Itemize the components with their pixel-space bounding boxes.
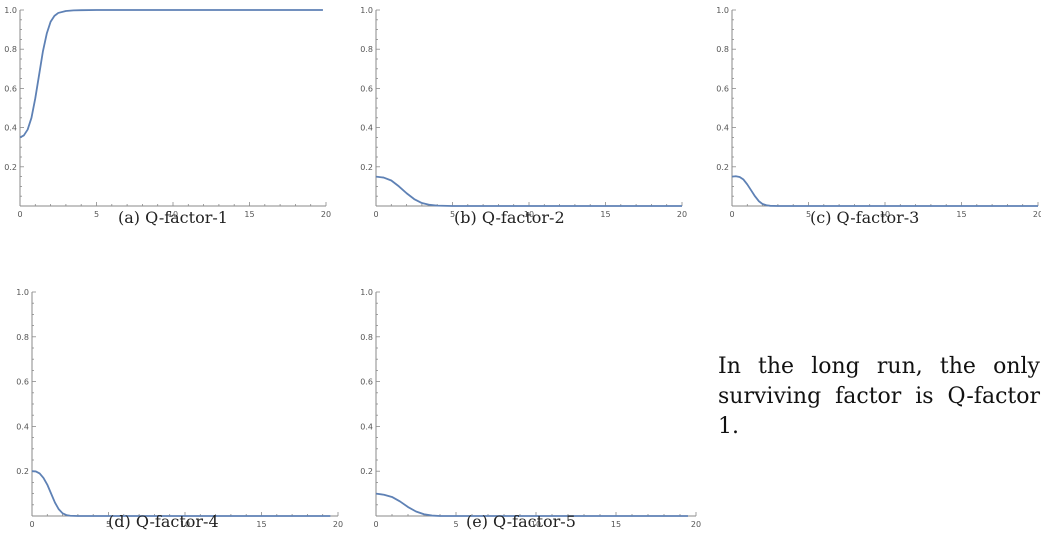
x-tick-label: 5 [94, 210, 99, 219]
x-tick-label: 15 [244, 210, 254, 219]
series-line-1 [375, 175, 682, 207]
x-tick-label: 0 [373, 210, 378, 219]
y-tick-label: 1.0 [4, 6, 17, 15]
x-tick-label: 0 [729, 210, 734, 219]
chart-panel-4: 0 5 10 15 20 0.2 0.4 0.6 0.8 1.0 [16, 288, 343, 529]
series-line-1 [19, 9, 323, 139]
x-tick-label: 5 [453, 520, 458, 529]
y-tick-label: 0.2 [360, 163, 373, 172]
chart-caption-1: (a) Q-factor-1 [118, 208, 228, 227]
y-tick-label: 1.0 [16, 288, 29, 297]
x-tick-label: 0 [17, 210, 22, 219]
chart-1-svg: 0 5 10 15 20 0.2 0.4 0.6 0.8 1.0 [4, 6, 331, 219]
x-tick-label: 5 [450, 210, 455, 219]
chart-panel-1: 0 5 10 15 20 0.2 0.4 0.6 0.8 1.0 [4, 6, 331, 219]
y-tick-label: 0.4 [4, 124, 17, 133]
x-tick-label: 0 [373, 520, 378, 529]
chart-caption-5: (e) Q-factor-5 [466, 512, 576, 531]
y-tick-label: 0.6 [360, 84, 373, 93]
y-tick-label: 0.2 [360, 467, 373, 476]
chart-caption-3: (c) Q-factor-3 [810, 208, 920, 227]
y-tick-label: 1.0 [716, 6, 729, 15]
series-line-1 [375, 492, 688, 517]
x-tick-label: 20 [691, 520, 701, 529]
y-tick-label: 1.0 [360, 288, 373, 297]
x-tick-label: 15 [611, 520, 621, 529]
y-tick-label: 0.8 [360, 333, 373, 342]
y-tick-label: 0.4 [360, 422, 373, 431]
chart-caption-4: (d) Q-factor-4 [108, 512, 219, 531]
y-tick-label: 0.8 [716, 45, 729, 54]
x-tick-label: 20 [333, 520, 343, 529]
series-line-1 [731, 175, 1038, 207]
y-tick-label: 0.2 [4, 163, 17, 172]
conclusion-text: In the long run, the only surviving fact… [718, 354, 1040, 439]
y-tick-label: 0.8 [4, 45, 17, 54]
chart-panel-2: 0 5 10 15 20 0.2 0.4 0.6 0.8 1.0 [360, 6, 687, 219]
x-tick-label: 5 [806, 210, 811, 219]
chart-panel-3: 0 5 10 15 20 0.2 0.4 0.6 0.8 1.0 [716, 6, 1041, 219]
chart-4-svg: 0 5 10 15 20 0.2 0.4 0.6 0.8 1.0 [16, 288, 343, 529]
x-tick-label: 10 [880, 210, 890, 219]
x-tick-label: 15 [956, 210, 966, 219]
x-tick-label: 15 [256, 520, 266, 529]
y-tick-label: 0.4 [16, 422, 29, 431]
y-tick-label: 0.6 [16, 378, 29, 387]
x-tick-label: 20 [1033, 210, 1041, 219]
x-tick-label: 10 [180, 520, 190, 529]
x-tick-label: 20 [677, 210, 687, 219]
x-tick-label: 20 [321, 210, 331, 219]
x-tick-label: 0 [29, 520, 34, 529]
x-tick-label: 5 [106, 520, 111, 529]
y-tick-label: 0.6 [4, 84, 17, 93]
chart-2-svg: 0 5 10 15 20 0.2 0.4 0.6 0.8 1.0 [360, 6, 687, 219]
y-tick-label: 0.6 [716, 84, 729, 93]
y-tick-label: 0.2 [716, 163, 729, 172]
x-tick-label: 10 [524, 210, 534, 219]
x-tick-label: 10 [168, 210, 178, 219]
chart-3-svg: 0 5 10 15 20 0.2 0.4 0.6 0.8 1.0 [716, 6, 1041, 219]
y-tick-label: 0.8 [16, 333, 29, 342]
x-tick-label: 10 [531, 520, 541, 529]
series-line-1 [31, 470, 331, 517]
y-tick-label: 0.2 [16, 467, 29, 476]
x-tick-label: 15 [600, 210, 610, 219]
chart-caption-2: (b) Q-factor-2 [454, 208, 565, 227]
y-tick-label: 0.4 [716, 124, 729, 133]
chart-panel-5: 0 5 10 15 20 0.2 0.4 0.6 0.8 1.0 [360, 288, 701, 529]
y-tick-label: 0.6 [360, 378, 373, 387]
y-tick-label: 0.4 [360, 124, 373, 133]
y-tick-label: 1.0 [360, 6, 373, 15]
chart-5-svg: 0 5 10 15 20 0.2 0.4 0.6 0.8 1.0 [360, 288, 701, 529]
y-tick-label: 0.8 [360, 45, 373, 54]
